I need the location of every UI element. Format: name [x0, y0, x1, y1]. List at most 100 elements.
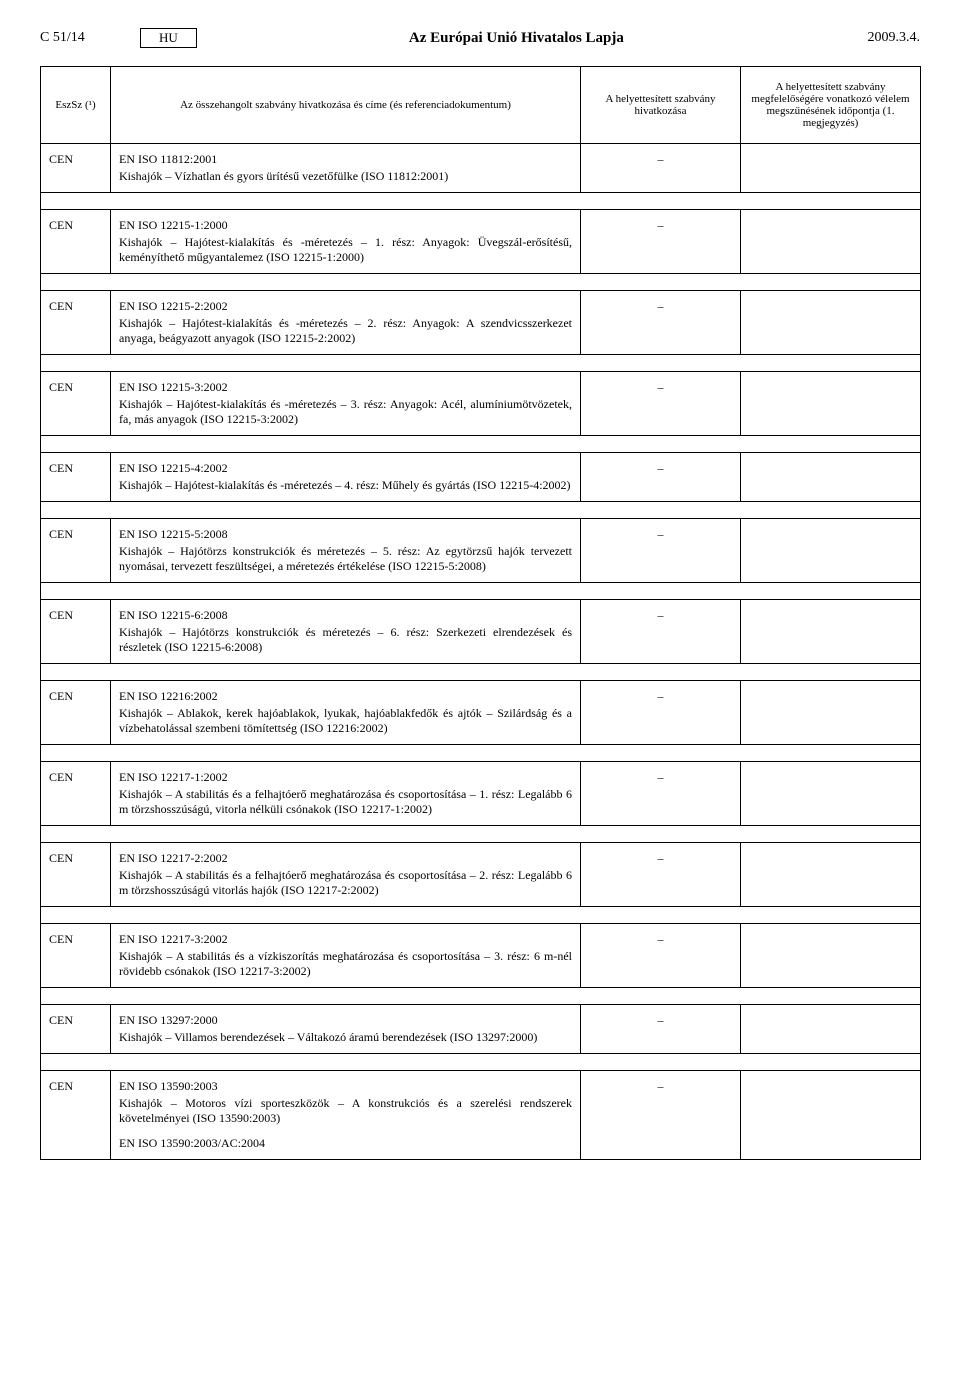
cell-org: CEN — [41, 144, 111, 193]
standard-description: Kishajók – A stabilitás és a felhajtóerő… — [119, 787, 572, 817]
cell-standard: EN ISO 11812:2001Kishajók – Vízhatlan és… — [111, 144, 581, 193]
standard-code: EN ISO 12215-4:2002 — [119, 461, 572, 476]
page-header: C 51/14 HU Az Európai Unió Hivatalos Lap… — [40, 28, 920, 48]
table-spacer — [41, 502, 921, 519]
cell-superseded: – — [581, 924, 741, 988]
standard-code: EN ISO 12217-1:2002 — [119, 770, 572, 785]
table-spacer — [41, 664, 921, 681]
cell-superseded: – — [581, 453, 741, 502]
standard-code: EN ISO 12215-6:2008 — [119, 608, 572, 623]
cell-superseded: – — [581, 600, 741, 664]
table-row: CEN EN ISO 12215-2:2002 Kishajók – Hajótes… — [41, 291, 921, 355]
standard-description: Kishajók – Hajótest-kialakítás és -méret… — [119, 397, 572, 427]
table-row: CEN EN ISO 12217-1:2002 Kishajók – A stabi… — [41, 762, 921, 826]
cell-org: CEN — [41, 291, 111, 355]
cell-standard: EN ISO 13590:2003 Kishajók – Motoros vízi… — [111, 1071, 581, 1160]
cell-org: CEN — [41, 843, 111, 907]
table-spacer — [41, 988, 921, 1005]
standard-description: Kishajók – Hajótörzs konstrukciók és mér… — [119, 625, 572, 655]
standard-code: EN ISO 12217-2:2002 — [119, 851, 572, 866]
cell-standard: EN ISO 12217-2:2002 Kishajók – A stabilit… — [111, 843, 581, 907]
cell-superseded: – — [581, 144, 741, 193]
cell-standard: EN ISO 12217-3:2002 Kishajók – A stabilit… — [111, 924, 581, 988]
cell-cessation — [741, 144, 921, 193]
standard-description: Kishajók – Motoros vízi sporteszközök – … — [119, 1096, 572, 1126]
cell-superseded: – — [581, 372, 741, 436]
cell-cessation — [741, 372, 921, 436]
standard-code: EN ISO 13297:2000 — [119, 1013, 572, 1028]
cell-standard: EN ISO 12215-1:2000 Kishajók – Hajótest-k… — [111, 210, 581, 274]
table-spacer — [41, 907, 921, 924]
table-spacer — [41, 436, 921, 453]
table-row: CEN EN ISO 13297:2000 Kishajók – Villamos … — [41, 1005, 921, 1054]
cell-superseded: – — [581, 519, 741, 583]
table-row: CENEN ISO 13590:2003Kishajók – Motoros v… — [41, 1071, 921, 1160]
cell-org: CEN — [41, 372, 111, 436]
standard-description: Kishajók – Ablakok, kerek hajóablakok, l… — [119, 706, 572, 736]
table-row: CEN EN ISO 12217-2:2002 Kishajók – A stabi… — [41, 843, 921, 907]
standard-code: EN ISO 13590:2003 — [119, 1079, 572, 1094]
cell-superseded: – — [581, 762, 741, 826]
standard-amendment: EN ISO 13590:2003/AC:2004 — [119, 1136, 572, 1151]
cell-cessation — [741, 843, 921, 907]
cell-cessation — [741, 1005, 921, 1054]
standard-code: EN ISO 12215-3:2002 — [119, 380, 572, 395]
cell-org: CEN — [41, 1005, 111, 1054]
cell-superseded: – — [581, 843, 741, 907]
cell-superseded: – — [581, 291, 741, 355]
cell-superseded: – — [581, 681, 741, 745]
table-row: CENEN ISO 12215-5:2008Kishajók – Hajótör… — [41, 519, 921, 583]
table-row: CEN EN ISO 12215-6:2008 Kishajók – Hajótör… — [41, 600, 921, 664]
language-code: HU — [140, 28, 197, 48]
table-row: CEN EN ISO 12215-1:2000 Kishajók – Hajótes… — [41, 210, 921, 274]
cell-cessation — [741, 210, 921, 274]
table-row: CEN EN ISO 12215-3:2002 Kishajók – Hajótes… — [41, 372, 921, 436]
page-date: 2009.3.4. — [820, 30, 920, 46]
table-row: CENEN ISO 11812:2001Kishajók – Vízhatlan… — [41, 144, 921, 193]
cell-org: CEN — [41, 210, 111, 274]
standard-code: EN ISO 12215-2:2002 — [119, 299, 572, 314]
cell-cessation — [741, 453, 921, 502]
col-header-superseded: A helyettesített szabvány hivatkozása — [581, 67, 741, 144]
standard-description: Kishajók – Hajótest-kialakítás és -méret… — [119, 478, 572, 493]
standard-description: Kishajók – Hajótest-kialakítás és -méret… — [119, 235, 572, 265]
standard-description: Kishajók – Hajótörzs konstrukciók és mér… — [119, 544, 572, 574]
table-spacer — [41, 1054, 921, 1071]
cell-org: CEN — [41, 519, 111, 583]
table-header-row: EszSz (¹) Az összehangolt szabvány hivat… — [41, 67, 921, 144]
cell-standard: EN ISO 12215-5:2008Kishajók – Hajótörzs … — [111, 519, 581, 583]
table-spacer — [41, 274, 921, 291]
col-header-cessation: A helyettesített szabvány megfelelőségér… — [741, 67, 921, 144]
cell-standard: EN ISO 12215-6:2008 Kishajók – Hajótörzs … — [111, 600, 581, 664]
cell-org: CEN — [41, 600, 111, 664]
table-spacer — [41, 745, 921, 762]
cell-superseded: – — [581, 210, 741, 274]
cell-standard: EN ISO 12216:2002Kishajók – Ablakok, ker… — [111, 681, 581, 745]
standard-description: Kishajók – Hajótest-kialakítás és -méret… — [119, 316, 572, 346]
cell-cessation — [741, 762, 921, 826]
cell-standard: EN ISO 12215-4:2002 Kishajók – Hajótest-k… — [111, 453, 581, 502]
cell-org: CEN — [41, 762, 111, 826]
cell-cessation — [741, 1071, 921, 1160]
standard-description: Kishajók – A stabilitás és a vízkiszorít… — [119, 949, 572, 979]
cell-superseded: – — [581, 1005, 741, 1054]
standard-code: EN ISO 11812:2001 — [119, 152, 572, 167]
standard-code: EN ISO 12217-3:2002 — [119, 932, 572, 947]
standard-description: Kishajók – A stabilitás és a felhajtóerő… — [119, 868, 572, 898]
table-row: CEN EN ISO 12215-4:2002 Kishajók – Hajótes… — [41, 453, 921, 502]
standard-code: EN ISO 12215-1:2000 — [119, 218, 572, 233]
col-header-org: EszSz (¹) — [41, 67, 111, 144]
standards-table: EszSz (¹) Az összehangolt szabvány hivat… — [40, 66, 921, 1160]
table-spacer — [41, 193, 921, 210]
cell-org: CEN — [41, 453, 111, 502]
table-spacer — [41, 583, 921, 600]
cell-standard: EN ISO 12217-1:2002 Kishajók – A stabilit… — [111, 762, 581, 826]
cell-cessation — [741, 291, 921, 355]
cell-cessation — [741, 600, 921, 664]
cell-standard: EN ISO 13297:2000 Kishajók – Villamos ber… — [111, 1005, 581, 1054]
journal-title: Az Európai Unió Hivatalos Lapja — [213, 30, 820, 47]
cell-org: CEN — [41, 924, 111, 988]
standard-description: Kishajók – Villamos berendezések – Válta… — [119, 1030, 572, 1045]
table-spacer — [41, 355, 921, 372]
table-spacer — [41, 826, 921, 843]
